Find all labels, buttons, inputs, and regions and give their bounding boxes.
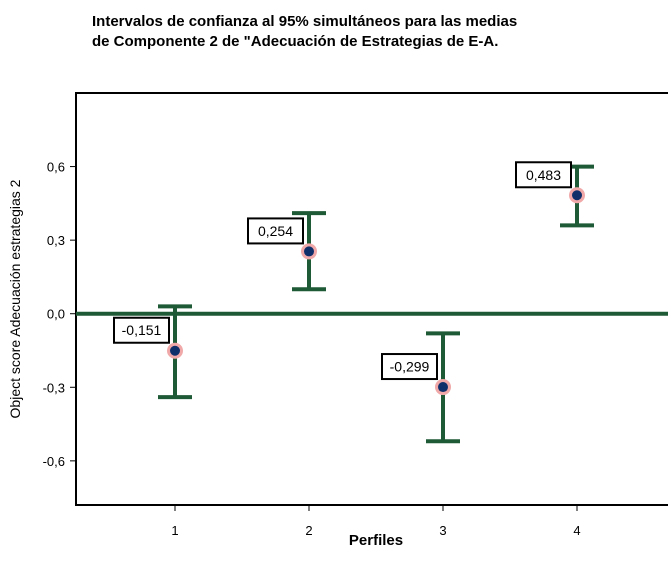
errorbar-group: -0,151 <box>113 304 192 400</box>
mean-data-label-box <box>515 161 572 189</box>
errorbar-group: 0,483 <box>515 161 594 228</box>
mean-marker <box>170 345 180 356</box>
mean-data-label: -0,299 <box>390 359 430 375</box>
errorbar-group: 0,254 <box>247 211 326 292</box>
mean-data-label: 0,254 <box>258 223 293 239</box>
x-tick-label: 2 <box>305 523 312 538</box>
errorbar-series: -0,151 0,254 -0,299 0,483 <box>113 161 594 444</box>
mean-marker <box>572 190 582 201</box>
y-tick-label: 0,6 <box>47 160 65 175</box>
y-tick-label: 0,0 <box>47 307 65 322</box>
mean-data-label-box <box>113 316 170 344</box>
x-tick-label: 3 <box>439 523 446 538</box>
x-tick-label: 4 <box>573 523 580 538</box>
y-tick-label: 0,3 <box>47 233 65 248</box>
mean-marker <box>438 382 448 393</box>
y-tick-label: -0,6 <box>43 454 65 469</box>
y-tick-label: -0,3 <box>43 380 65 395</box>
mean-marker <box>304 246 314 257</box>
mean-data-label-box <box>381 353 438 381</box>
chart-title-line-1: Intervalos de confianza al 95% simultáne… <box>92 13 518 30</box>
mean-data-label: -0,151 <box>122 322 162 338</box>
errorbar-group: -0,299 <box>381 331 460 444</box>
y-axis: 0,6 0,3 0,0 -0,3 -0,6 <box>43 160 76 469</box>
x-axis-label: Perfiles <box>349 532 403 549</box>
mean-data-label-box <box>247 217 304 245</box>
y-axis-label: Object score Adecuación estrategias 2 <box>7 179 23 418</box>
chart-title: Intervalos de confianza al 95% simultáne… <box>92 12 662 52</box>
mean-data-label: 0,483 <box>526 167 561 183</box>
plot-frame <box>75 92 668 506</box>
x-tick-label: 1 <box>171 523 178 538</box>
chart-title-line-2: de Componente 2 de "Adecuación de Estrat… <box>92 33 499 50</box>
x-axis: 1 2 3 4 <box>171 505 581 538</box>
